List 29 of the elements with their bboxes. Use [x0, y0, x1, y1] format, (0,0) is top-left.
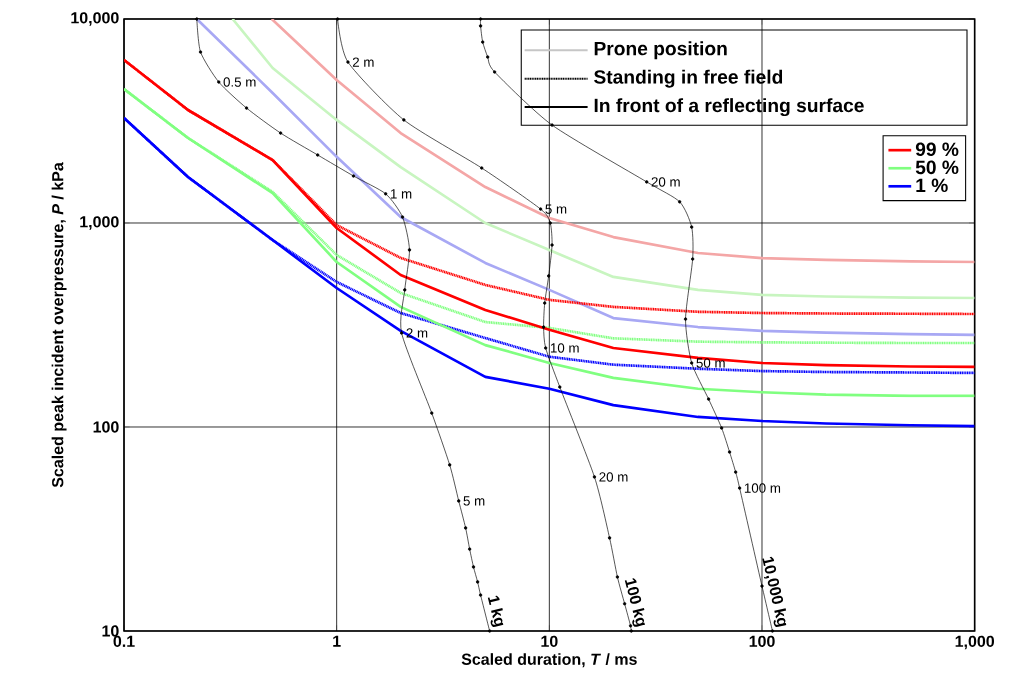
x-tick-label: 100 [749, 635, 775, 648]
text: 1 kg [487, 595, 504, 627]
x-tick-label: 1 [333, 635, 341, 647]
x-tick-label: 0.1 [113, 635, 135, 648]
annotation: 50 m [696, 358, 725, 368]
annotation: 100 m [744, 483, 781, 493]
annotation: Prone position [594, 41, 727, 60]
y-tick-label: 10,000 [71, 12, 119, 26]
annotation: 0.5 m [223, 77, 256, 87]
y-tick-label: 100 [93, 421, 119, 433]
annotation: 2 m [352, 57, 374, 67]
legend-label: 99 % [915, 142, 959, 157]
y-tick-label: 10 [102, 625, 119, 637]
y-tick-label: 1,000 [80, 216, 119, 230]
text: 100 kg [624, 578, 645, 627]
x-axis-title: Scaled duration, T / ms [461, 653, 637, 668]
legend-label: 50 % [915, 160, 959, 175]
text: 10,000 kg [762, 556, 787, 627]
annotation: 10 m [550, 343, 579, 353]
annotation: 20 m [599, 472, 628, 482]
annotation: In front of a reflecting surface [594, 98, 864, 117]
annotation: 1 m [390, 189, 412, 199]
annotation: 5 m [463, 496, 485, 506]
legend-label: 1 % [916, 178, 948, 193]
y-axis-title: Scaled peak incident overpressure, P / kPa [51, 162, 67, 488]
annotation: 20 m [651, 177, 680, 187]
x-tick-label: 1,000 [955, 635, 995, 650]
x-tick-label: 10 [541, 635, 558, 648]
annotation: Standing in free field [594, 69, 783, 88]
